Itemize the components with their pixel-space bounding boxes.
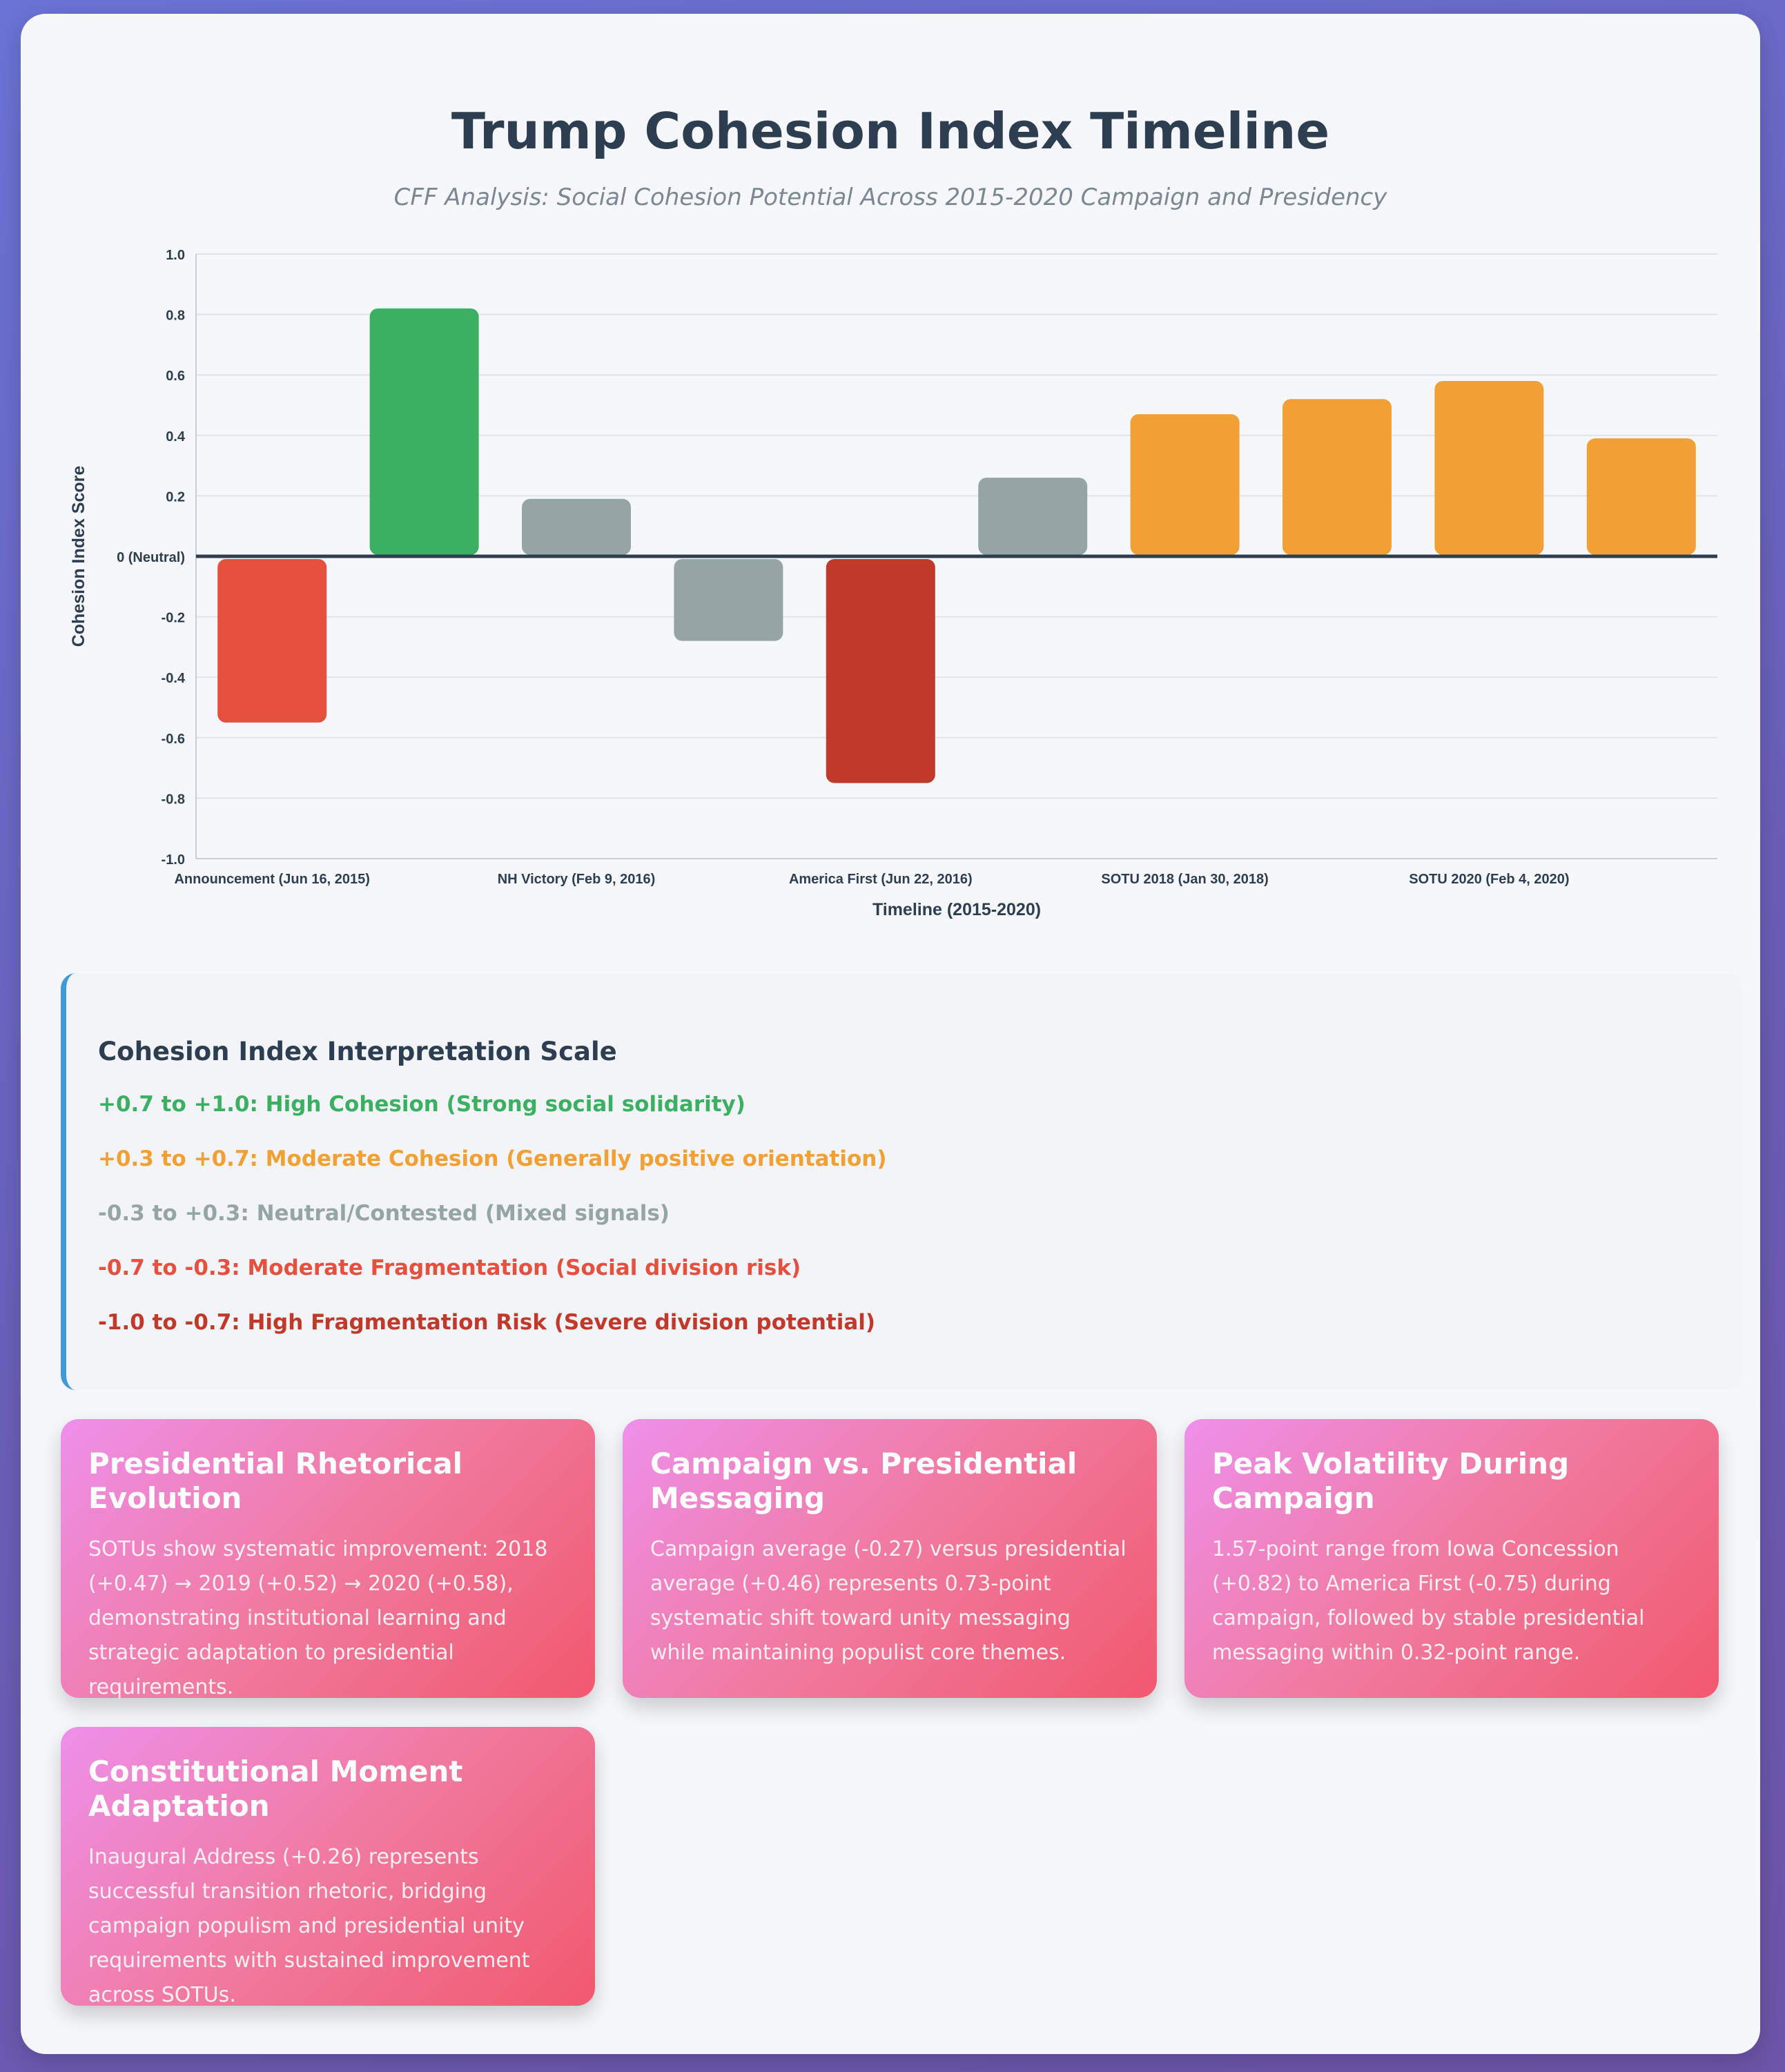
insight-card: Presidential Rhetorical Evolution SOTUs … xyxy=(61,1419,595,1699)
scale-item-high-cohesion: +0.7 to +1.0: High Cohesion (Strong soci… xyxy=(98,1092,745,1117)
x-tick-label: SOTU 2018 (Jan 30, 2018) xyxy=(1101,872,1268,887)
bar xyxy=(217,559,327,723)
scale-item-moderate-cohesion: +0.3 to +0.7: Moderate Cohesion (General… xyxy=(98,1146,887,1171)
bar xyxy=(674,559,783,641)
scale-item-moderate-fragmentation: -0.7 to -0.3: Moderate Fragmentation (So… xyxy=(98,1255,801,1280)
insight-text: Campaign average (-0.27) versus presiden… xyxy=(650,1537,1126,1665)
insight-card: Constitutional Moment Adaptation Inaugur… xyxy=(61,1727,595,2007)
x-tick-label: Announcement (Jun 16, 2015) xyxy=(174,872,369,887)
page-subtitle: CFF Analysis: Social Cohesion Potential … xyxy=(393,184,1387,211)
insight-title: Presidential Rhetorical Evolution xyxy=(88,1447,463,1515)
y-tick-label: 0.2 xyxy=(166,489,185,505)
insight-title: Campaign vs. Presidential Messaging xyxy=(650,1447,1077,1515)
y-tick-label: 0.6 xyxy=(166,369,185,384)
bar xyxy=(1586,438,1696,555)
bar xyxy=(522,498,631,555)
x-tick-label: NH Victory (Feb 9, 2016) xyxy=(498,872,656,887)
x-tick-label: SOTU 2020 (Feb 4, 2020) xyxy=(1409,872,1569,887)
x-axis-title: Timeline (2015-2020) xyxy=(872,900,1041,919)
x-tick-label: America First (Jun 22, 2016) xyxy=(789,872,973,887)
y-tick-label: -0.8 xyxy=(162,792,185,807)
y-tick-label: 0.8 xyxy=(166,309,185,324)
cohesion-bar-chart: 1.0 0.8 0.6 0.4 0.2 0 (Neutral) -0.2 -0.4 -0.6 -0… xyxy=(69,248,1717,919)
y-tick-label: -0.4 xyxy=(162,671,186,686)
insight-card: Campaign vs. Presidential Messaging Camp… xyxy=(623,1419,1157,1698)
y-tick-label: 0.4 xyxy=(166,429,186,444)
y-tick-label: -0.2 xyxy=(162,611,185,626)
insight-title: Peak Volatility During Campaign xyxy=(1212,1447,1570,1515)
scale-title: Cohesion Index Interpretation Scale xyxy=(98,1037,617,1066)
insight-text: Inaugural Address (+0.26) represents suc… xyxy=(88,1845,530,2007)
y-tick-label: -1.0 xyxy=(162,852,185,868)
bar xyxy=(1282,399,1392,555)
interpretation-scale: Cohesion Index Interpretation Scale +0.7… xyxy=(61,973,1742,1390)
bar xyxy=(1434,380,1544,555)
page-title: Trump Cohesion Index Timeline xyxy=(451,102,1330,160)
insight-text: SOTUs show systematic improvement: 2018 … xyxy=(88,1537,548,1699)
y-tick-label: 1.0 xyxy=(166,248,185,263)
y-tick-label: 0 (Neutral) xyxy=(117,550,185,565)
bar xyxy=(369,308,479,555)
main-card: Trump Cohesion Index Timeline CFF Analys… xyxy=(21,14,1760,2054)
bar xyxy=(826,559,935,783)
y-axis-title: Cohesion Index Score xyxy=(69,466,88,647)
y-tick-label: -0.6 xyxy=(162,732,185,747)
insight-text: 1.57-point range from Iowa Concession (+… xyxy=(1212,1537,1645,1665)
insight-card: Peak Volatility During Campaign 1.57-poi… xyxy=(1184,1419,1719,1698)
scale-item-neutral: -0.3 to +0.3: Neutral/Contested (Mixed s… xyxy=(98,1201,670,1226)
insight-title: Constitutional Moment Adaptation xyxy=(88,1755,463,1823)
scale-item-high-fragmentation: -1.0 to -0.7: High Fragmentation Risk (S… xyxy=(98,1310,876,1335)
bar xyxy=(978,478,1088,555)
bar xyxy=(1130,414,1240,555)
